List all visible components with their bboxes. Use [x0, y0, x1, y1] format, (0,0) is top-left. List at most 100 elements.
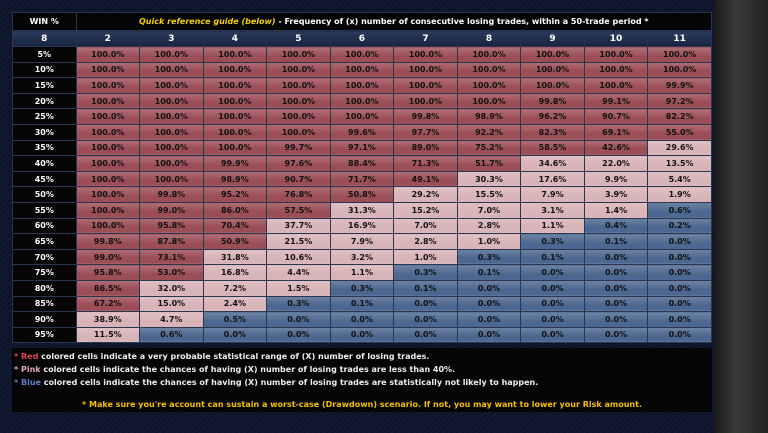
probability-cell: 0.0% [520, 326, 585, 344]
probability-cell: 100.0% [329, 61, 395, 79]
probability-cell: 0.0% [583, 295, 649, 313]
probability-cell: 0.0% [520, 264, 585, 281]
probability-cell: 100.0% [647, 46, 712, 63]
table-row: 25% 100.0% 100.0% 100.0% 100.0% 100.0% 99.8% 98… [12, 108, 712, 125]
table-row: 65% 99.8% 87.8% 50.9% 21.5% 7.9% 2.8% 1.0% 0.3% 0… [12, 233, 712, 250]
table-row: 55% 100.0% 99.0% 86.0% 57.5% 31.3% 15.2% 7.0% 3.… [12, 201, 712, 219]
probability-cell: 0.0% [329, 326, 395, 344]
probability-cell: 29.6% [647, 139, 712, 157]
note-color-word: Blue [20, 378, 41, 387]
probability-cell: 30.3% [456, 170, 522, 188]
probability-cell: 100.0% [329, 108, 395, 125]
table-row: 75% 95.8% 53.0% 16.8% 4.4% 1.1% 0.3% 0.1% 0.0% 0.… [12, 264, 712, 281]
probability-cell: 1.1% [520, 217, 585, 235]
probability-cell: 100.0% [266, 77, 331, 94]
probability-cell: 100.0% [139, 108, 204, 125]
win-rate: 95% [12, 326, 77, 344]
column-header: 3 [139, 30, 204, 47]
probability-cell: 99.9% [202, 155, 268, 172]
win-rate: 70% [12, 248, 77, 266]
column-header: 4 [202, 30, 268, 47]
probability-cell: 71.3% [393, 155, 458, 172]
probability-cell: 95.2% [202, 186, 268, 203]
probability-cell: 0.0% [647, 264, 712, 281]
probability-cell: 0.0% [647, 326, 712, 344]
probability-cell: 100.0% [139, 77, 204, 94]
probability-cell: 100.0% [202, 77, 268, 94]
win-rate: 5% [12, 46, 77, 63]
probability-cell: 86.5% [75, 279, 141, 297]
probability-cell: 0.0% [266, 311, 331, 328]
column-header: 2 [75, 30, 141, 47]
win-rate: 50% [12, 186, 77, 203]
probability-cell: 0.0% [647, 248, 712, 266]
probability-cell: 100.0% [139, 139, 204, 157]
probability-cell: 100.0% [329, 92, 395, 110]
probability-cell: 4.7% [139, 311, 204, 328]
probability-cell: 76.8% [266, 186, 331, 203]
note-color-word: Red [20, 352, 39, 361]
probability-cell: 90.7% [266, 170, 331, 188]
probability-cell: 1.5% [266, 279, 331, 297]
probability-cell: 57.5% [266, 201, 331, 219]
selected-value[interactable]: 8 [12, 30, 77, 47]
probability-cell: 99.1% [583, 92, 649, 110]
note-color-word: Pink [20, 365, 41, 374]
probability-cell: 99.0% [75, 248, 141, 266]
probability-cell: 32.0% [139, 279, 204, 297]
probability-cell: 2.4% [202, 295, 268, 313]
probability-cell: 49.1% [393, 170, 458, 188]
probability-cell: 11.5% [75, 326, 141, 344]
win-rate: 15% [12, 77, 77, 94]
probability-cell: 0.1% [393, 279, 458, 297]
probability-cell: 100.0% [266, 123, 331, 141]
probability-cell: 100.0% [139, 170, 204, 188]
title-highlight: Quick reference guide (below) [138, 17, 276, 26]
warning: * Make sure you're account can sustain a… [12, 398, 712, 412]
table-row: 30% 100.0% 100.0% 100.0% 100.0% 99.6% 97.7% 92.… [12, 123, 712, 141]
note-marker: * [14, 378, 19, 387]
probability-cell: 58.5% [520, 139, 585, 157]
column-header: 8 [456, 30, 522, 47]
probability-cell: 7.0% [456, 201, 522, 219]
probability-cell: 100.0% [520, 46, 585, 63]
probability-cell: 0.0% [520, 279, 585, 297]
probability-cell: 99.7% [266, 139, 331, 157]
title: Quick reference guide (below) - Frequenc… [75, 12, 713, 31]
column-header: 10 [583, 30, 649, 47]
probability-cell: 100.0% [456, 61, 522, 79]
probability-cell: 0.0% [583, 279, 649, 297]
probability-cell: 42.6% [583, 139, 649, 157]
probability-cell: 0.0% [456, 279, 522, 297]
probability-cell: 88.4% [329, 155, 395, 172]
probability-cell: 31.3% [329, 201, 395, 219]
probability-cell: 71.7% [329, 170, 395, 188]
table-row: 5% 100.0% 100.0% 100.0% 100.0% 100.0% 100.0% 10… [12, 46, 712, 63]
probability-cell: 50.8% [329, 186, 395, 203]
probability-cell: 0.0% [393, 311, 458, 328]
win-rate: 35% [12, 139, 77, 157]
probability-cell: 100.0% [202, 108, 268, 125]
probability-cell: 0.0% [520, 311, 585, 328]
table-row: 35% 100.0% 100.0% 100.0% 99.7% 97.1% 89.0% 75.2… [12, 139, 712, 157]
side-panel [714, 0, 768, 433]
probability-cell: 99.8% [520, 92, 585, 110]
table-row: 85% 67.2% 15.0% 2.4% 0.3% 0.1% 0.0% 0.0% 0.0% 0.0… [12, 295, 712, 313]
table-row: 95% 11.5% 0.6% 0.0% 0.0% 0.0% 0.0% 0.0% 0.0% 0.0%… [12, 326, 712, 344]
probability-cell: 1.0% [456, 233, 522, 250]
probability-cell: 97.6% [266, 155, 331, 172]
table-row: 70% 99.0% 73.1% 31.8% 10.6% 3.2% 1.0% 0.3% 0.1% 0… [12, 248, 712, 266]
probability-cell: 2.8% [393, 233, 458, 250]
probability-cell: 31.8% [202, 248, 268, 266]
probability-cell: 100.0% [75, 92, 141, 110]
probability-cell: 100.0% [75, 46, 141, 63]
probability-cell: 0.2% [647, 217, 712, 235]
probability-cell: 1.4% [583, 201, 649, 219]
probability-cell: 0.0% [647, 295, 712, 313]
probability-cell: 7.2% [202, 279, 268, 297]
probability-cell: 15.2% [393, 201, 458, 219]
probability-cell: 100.0% [202, 139, 268, 157]
probability-cell: 0.5% [202, 311, 268, 328]
column-header: 6 [329, 30, 395, 47]
